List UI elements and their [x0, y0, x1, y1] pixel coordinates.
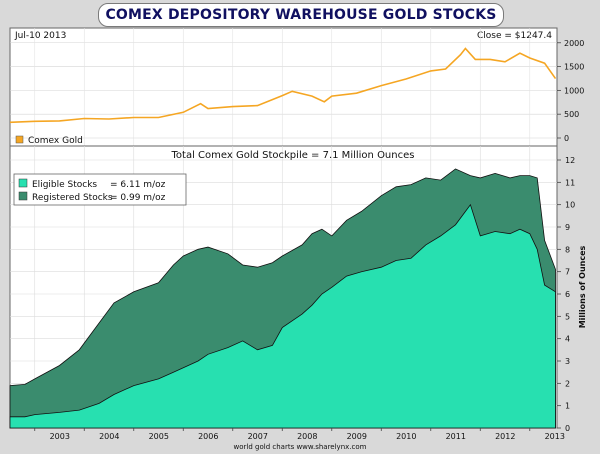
- x-tick-label: 2013: [545, 432, 565, 441]
- gold-y-tick-label: 1500: [564, 63, 584, 72]
- x-tick-label: 2011: [446, 432, 466, 441]
- stock-y-tick-label: 11: [565, 178, 575, 187]
- gold-y-tick-label: 1000: [564, 86, 584, 95]
- stock-y-tick-label: 3: [565, 357, 570, 366]
- close-label: Close = $1247.4: [477, 31, 552, 41]
- stock-legend: Eligible Stocks = 6.11 m/oz Registered S…: [13, 173, 187, 206]
- stock-y-tick-label: 2: [565, 379, 570, 388]
- x-tick-label: 2012: [495, 432, 515, 441]
- stock-y-tick-label: 0: [565, 424, 570, 433]
- y-axis-title: Millions of Ounces: [578, 245, 587, 328]
- x-axis-ticks: 2003 2004 2005 2006 2007 2008 2009 2010 2011 2012…: [34, 428, 565, 441]
- gold-y-tick-label: 2000: [564, 39, 584, 48]
- chart-title: COMEX DEPOSITORY WAREHOUSE GOLD STOCKS: [98, 3, 504, 27]
- stock-y-tick-label: 9: [565, 223, 570, 232]
- stock-y-tick-label: 5: [565, 312, 570, 321]
- gold-y-tick-label: 500: [564, 110, 579, 119]
- registered-legend-value: = 0.99 m/oz: [110, 193, 166, 203]
- eligible-legend-swatch: [18, 178, 28, 188]
- x-tick-label: 2008: [297, 432, 317, 441]
- top-left-label: Jul-10 2013: [14, 31, 66, 41]
- gold-legend-swatch: [15, 135, 24, 144]
- footer-credit: world gold charts www.sharelynx.com: [234, 443, 367, 451]
- gold-grid: [10, 28, 557, 146]
- stock-y-tick-label: 6: [565, 290, 570, 299]
- eligible-stocks-area: [9, 203, 556, 429]
- gold-y-tick-label: 0: [564, 134, 569, 143]
- stock-y-tick-label: 10: [565, 201, 575, 210]
- registered-legend-label: Registered Stocks: [32, 193, 113, 203]
- stock-y-tick-label: 1: [565, 402, 570, 411]
- x-tick-label: 2006: [198, 432, 218, 441]
- x-tick-label: 2004: [99, 432, 119, 441]
- x-tick-label: 2007: [248, 432, 268, 441]
- x-tick-label: 2010: [396, 432, 416, 441]
- gold-price-line: [9, 47, 557, 124]
- stock-y-tick-label: 12: [565, 156, 575, 165]
- registered-legend-swatch: [18, 191, 28, 201]
- gold-legend-label: Comex Gold: [28, 136, 83, 146]
- stock-y-tick-label: 7: [565, 268, 570, 277]
- stock-chart-title: Total Comex Gold Stockpile = 7.1 Million…: [171, 150, 415, 161]
- gold-y-ticks: 0 500 1000 1500 2000: [557, 39, 584, 143]
- x-tick-label: 2005: [149, 432, 169, 441]
- eligible-legend-value: = 6.11 m/oz: [110, 180, 166, 190]
- gold-panel: [9, 27, 558, 147]
- stock-y-tick-label: 4: [565, 335, 570, 344]
- eligible-legend-label: Eligible Stocks: [32, 180, 97, 190]
- stock-y-tick-label: 8: [565, 245, 570, 254]
- x-tick-label: 2003: [50, 432, 70, 441]
- x-tick-label: 2009: [347, 432, 367, 441]
